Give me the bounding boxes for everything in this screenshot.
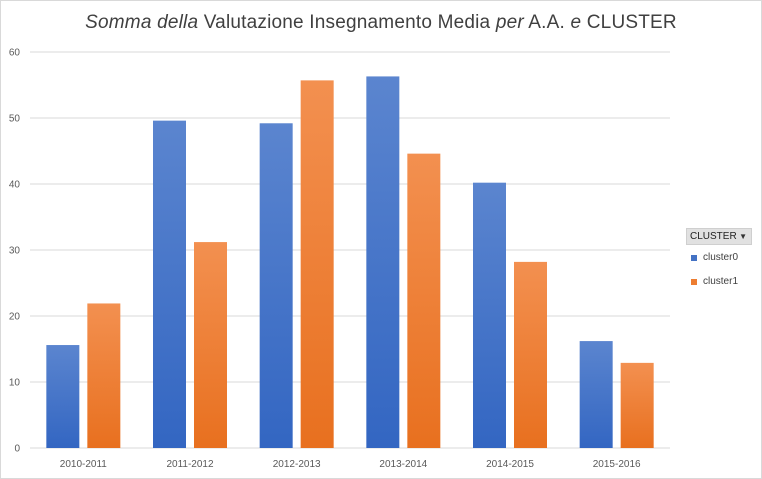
y-tick-label: 30	[9, 246, 21, 257]
bar-cluster0-2014-2015	[473, 182, 506, 448]
bar-cluster1-2015-2016	[620, 362, 654, 448]
legend-label: cluster1	[703, 276, 739, 287]
bar-cluster0-2015-2016	[579, 341, 613, 448]
y-tick-label: 0	[14, 444, 20, 455]
bar-cluster0-2011-2012	[153, 120, 186, 448]
y-tick-label: 50	[9, 114, 21, 125]
legend-label: cluster0	[703, 252, 739, 263]
x-tick-label: 2015-2016	[593, 459, 641, 470]
bar-cluster0-2012-2013	[259, 123, 293, 448]
legend-item-cluster1: cluster1	[686, 271, 752, 293]
bar-cluster0-2013-2014	[366, 76, 400, 449]
bar-cluster1-2013-2014	[407, 153, 441, 448]
y-tick-label: 60	[9, 48, 21, 59]
title-part: per	[495, 12, 524, 33]
title-part: A.A.	[523, 12, 571, 33]
legend: CLUSTER ▼ cluster0 cluster1	[686, 228, 752, 293]
title-part: e	[570, 12, 582, 33]
chart-title: Somma della Valutazione Insegnamento Med…	[0, 12, 762, 34]
title-part: Valutazione Insegnamento Media	[198, 12, 496, 33]
x-tick-label: 2011-2012	[166, 459, 214, 470]
bar-cluster1-2010-2011	[87, 303, 121, 448]
title-part: Somma della	[85, 12, 199, 33]
dropdown-arrow-icon[interactable]: ▼	[739, 232, 747, 241]
legend-filter-button[interactable]: CLUSTER ▼	[686, 228, 752, 245]
y-tick-label: 40	[9, 180, 21, 191]
bar-cluster0-2010-2011	[46, 345, 80, 448]
y-tick-label: 10	[9, 378, 21, 389]
legend-swatch-cluster1	[691, 279, 697, 285]
bar-cluster1-2014-2015	[514, 261, 547, 448]
x-tick-label: 2010-2011	[60, 459, 108, 470]
legend-item-cluster0: cluster0	[686, 247, 752, 269]
legend-swatch-cluster0	[691, 255, 697, 261]
y-tick-label: 20	[9, 312, 21, 323]
bar-cluster1-2011-2012	[194, 242, 227, 448]
bar-cluster1-2012-2013	[300, 80, 334, 448]
title-part: CLUSTER	[581, 12, 677, 33]
x-tick-label: 2014-2015	[486, 459, 534, 470]
legend-title: CLUSTER	[690, 231, 737, 242]
x-tick-label: 2013-2014	[379, 459, 427, 470]
x-tick-label: 2012-2013	[273, 459, 321, 470]
